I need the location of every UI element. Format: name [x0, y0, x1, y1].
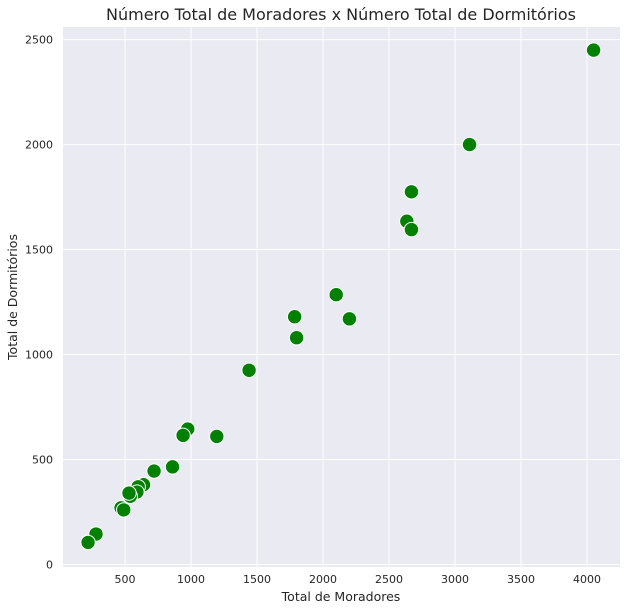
x-tick-label: 2000 [309, 573, 337, 586]
data-point [403, 184, 420, 200]
x-tick-label: 1000 [177, 573, 205, 586]
x-gridlines [124, 27, 588, 567]
x-tick-label: 4000 [573, 573, 601, 586]
data-point [286, 309, 303, 325]
data-point [341, 311, 358, 327]
y-tick-label: 1000 [25, 349, 53, 362]
y-gridlines [63, 39, 620, 565]
data-point [209, 428, 225, 445]
x-tick-labels: 500 1000 1500 2000 2500 3000 3500 4000 [115, 573, 601, 586]
x-tick-label: 1500 [243, 573, 271, 586]
data-point [80, 534, 96, 551]
y-tick-label: 2500 [25, 34, 53, 47]
data-point [461, 136, 478, 153]
data-point [328, 286, 344, 303]
data-point [116, 502, 132, 518]
data-point [403, 221, 420, 238]
data-points [80, 42, 602, 551]
y-tick-label: 500 [32, 454, 53, 467]
data-point [164, 459, 181, 475]
y-axis-label: Total de Dormitórios [5, 234, 20, 361]
y-tick-label: 2000 [25, 139, 53, 152]
data-point [288, 330, 305, 346]
x-axis-label: Total de Moradores [281, 589, 401, 604]
chart-title: Número Total de Moradores x Número Total… [106, 5, 576, 24]
x-tick-label: 3500 [507, 573, 535, 586]
data-point [241, 362, 257, 378]
y-tick-label: 0 [46, 558, 53, 571]
x-tick-label: 500 [115, 573, 136, 586]
data-point [121, 485, 137, 501]
data-point [146, 463, 162, 479]
data-point [175, 427, 191, 444]
y-tick-labels: 0 500 1000 1500 2000 2500 [25, 34, 53, 572]
x-tick-label: 2500 [375, 573, 403, 586]
x-tick-label: 3000 [441, 573, 469, 586]
data-point [585, 42, 602, 58]
y-tick-label: 1500 [25, 244, 53, 257]
